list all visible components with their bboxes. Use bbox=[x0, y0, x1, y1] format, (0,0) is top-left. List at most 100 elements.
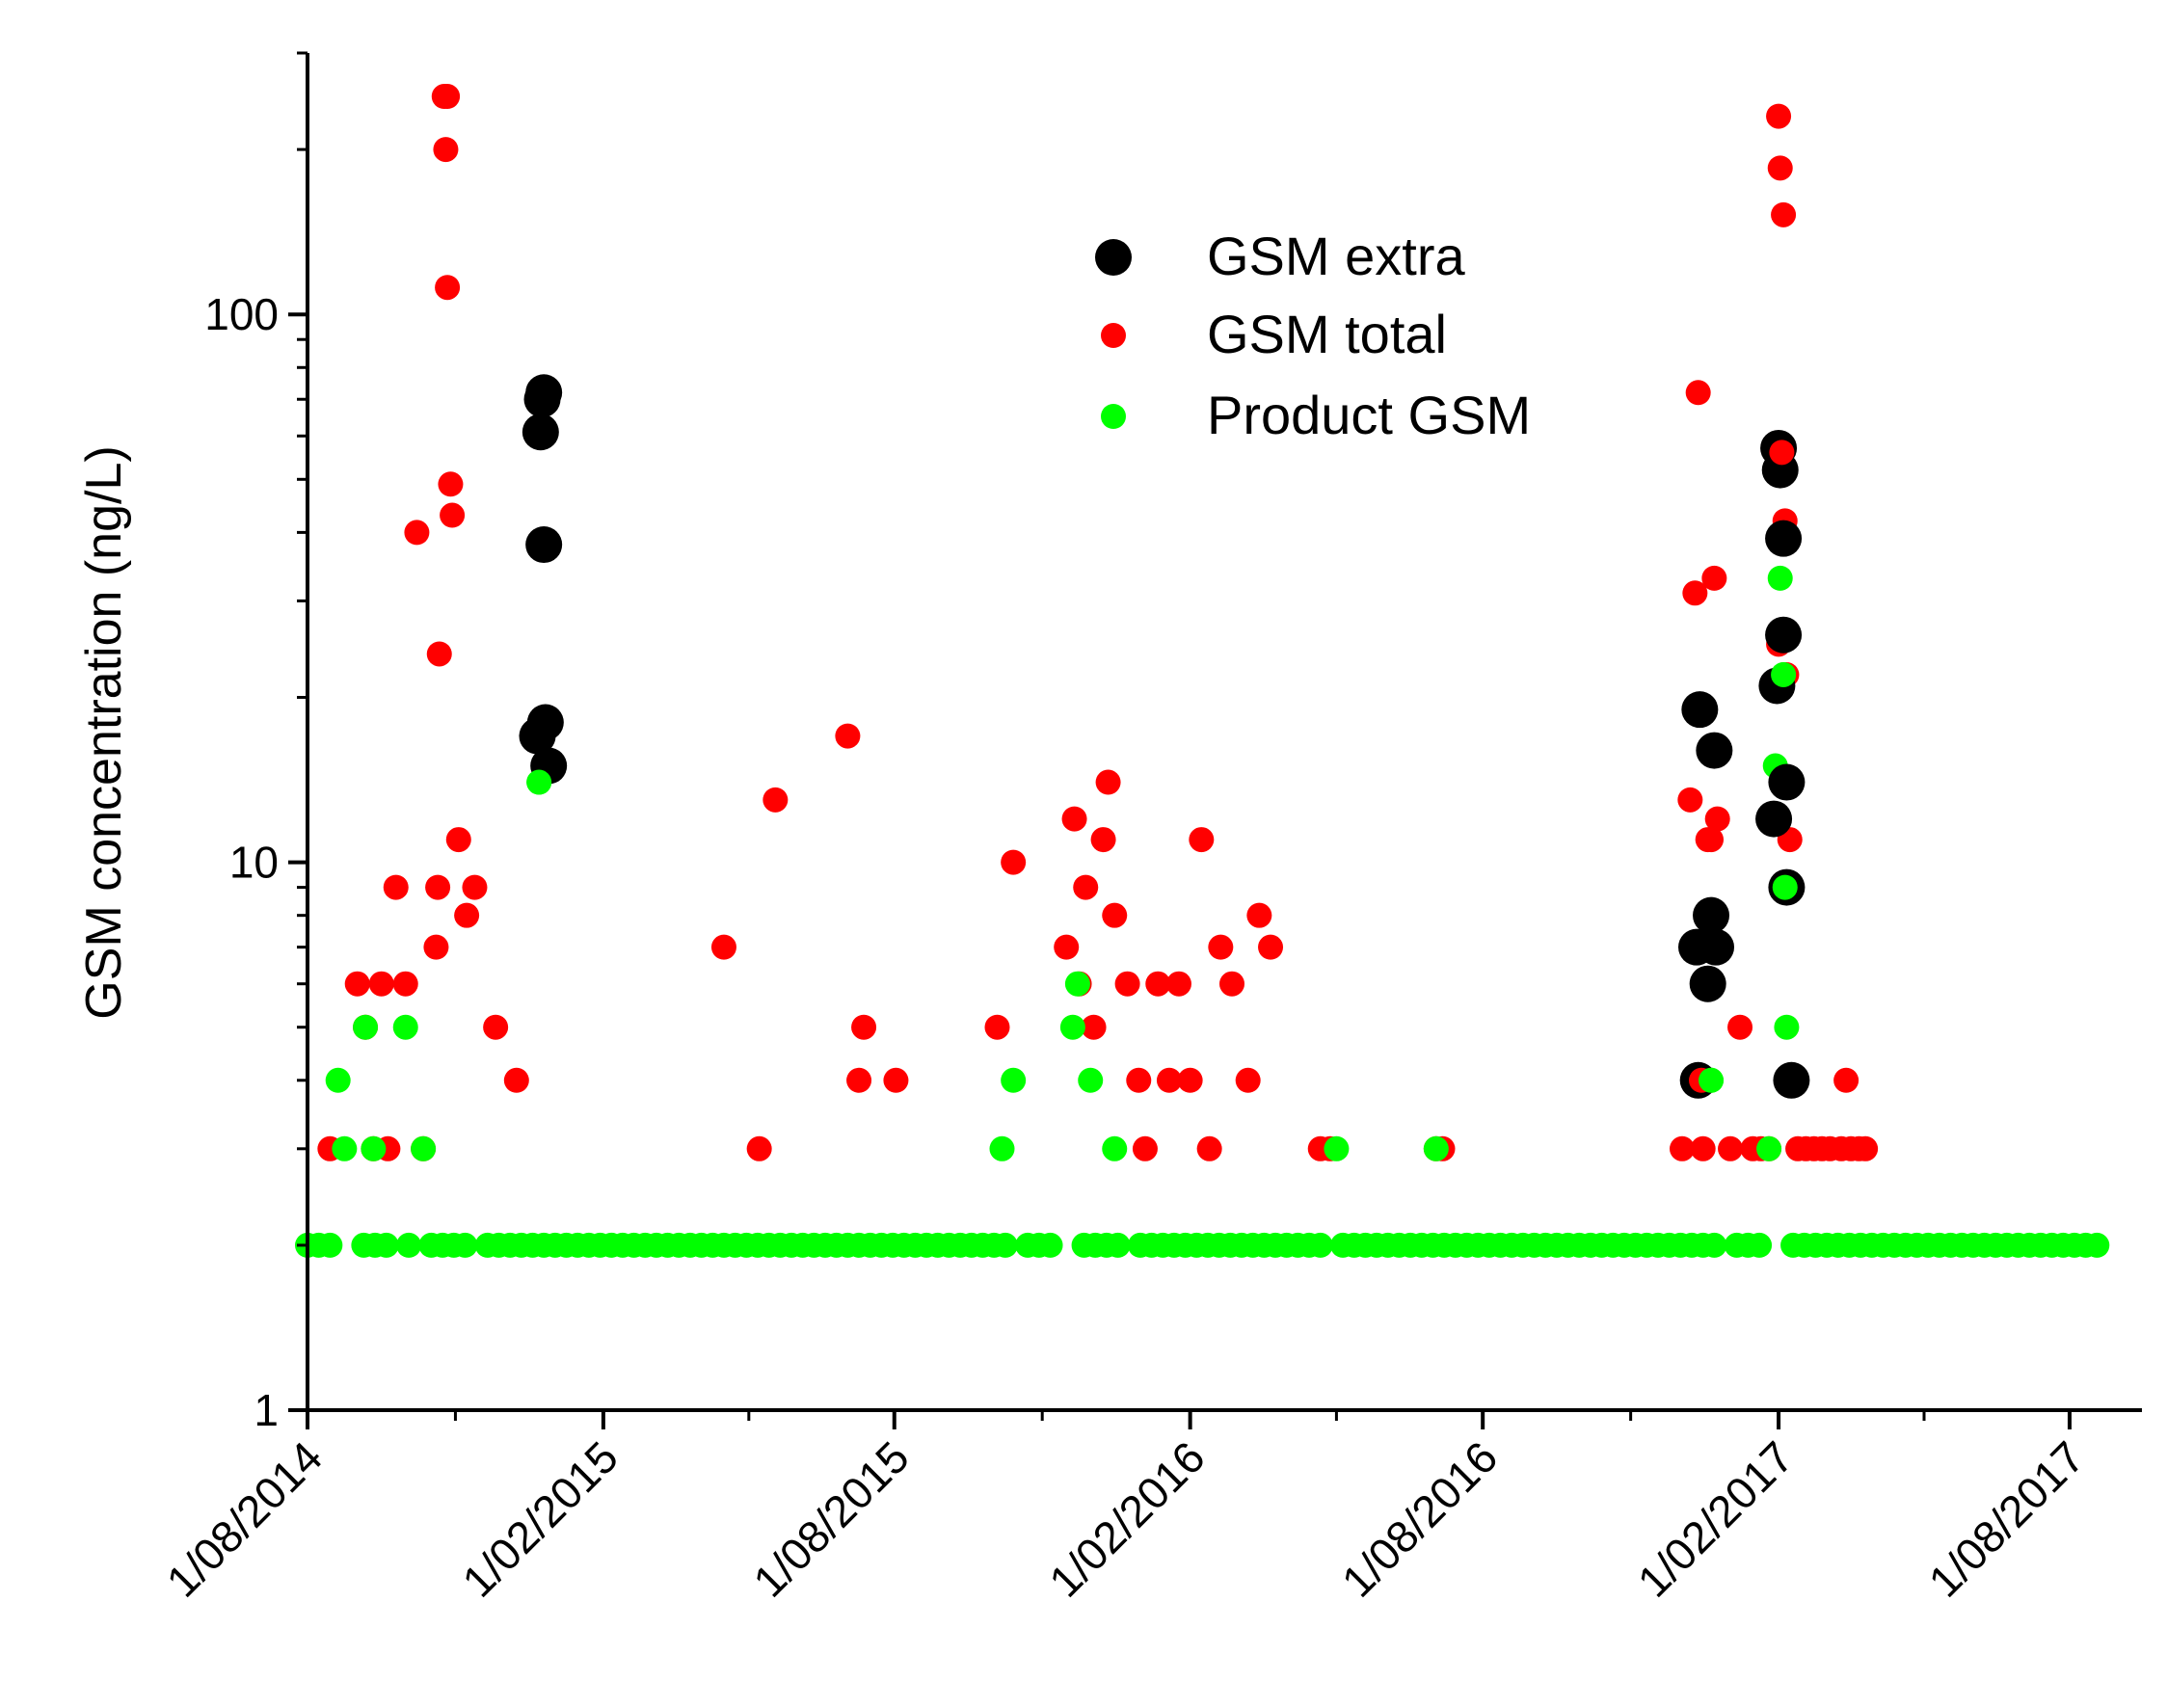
gsm-extra-point bbox=[1765, 520, 1803, 557]
product-gsm-point bbox=[353, 1014, 379, 1040]
gsm-total-point bbox=[846, 1067, 872, 1093]
gsm-total-point bbox=[392, 971, 418, 997]
gsm-total-point bbox=[445, 827, 471, 853]
gsm-total-point bbox=[435, 275, 461, 301]
gsm-total-point bbox=[433, 137, 459, 163]
x-tick-label: 1/08/2014 bbox=[157, 1431, 332, 1606]
product-gsm-point bbox=[1307, 1232, 1333, 1258]
product-gsm-point bbox=[1701, 1232, 1727, 1258]
y-axis-title: GSM concentration (ng/L) bbox=[76, 445, 132, 1019]
gsm-total-point bbox=[426, 641, 452, 667]
x-tick-label: 1/02/2017 bbox=[1628, 1431, 1803, 1606]
gsm-total-point bbox=[1699, 827, 1725, 853]
gsm-total-point bbox=[1771, 201, 1797, 227]
legend-label: GSM extra bbox=[1207, 226, 1465, 286]
gsm-total-point bbox=[710, 934, 736, 960]
legend-marker bbox=[1101, 404, 1126, 429]
gsm-total-point bbox=[746, 1135, 772, 1161]
legend-label: Product GSM bbox=[1207, 385, 1531, 445]
gsm-total-point bbox=[1126, 1067, 1152, 1093]
axes-layer bbox=[306, 53, 2142, 1412]
gsm-extra-point bbox=[1698, 928, 1735, 966]
data-layer bbox=[295, 84, 2110, 1258]
gsm-total-point bbox=[1833, 1067, 1859, 1093]
gsm-total-point bbox=[1853, 1135, 1879, 1161]
gsm-total-point bbox=[344, 971, 370, 997]
gsm-extra-point bbox=[1681, 691, 1719, 729]
gsm-extra-point bbox=[1773, 1061, 1810, 1099]
gsm-total-point bbox=[1208, 934, 1234, 960]
gsm-total-point bbox=[1165, 971, 1191, 997]
gsm-total-point bbox=[1701, 565, 1727, 591]
gsm-total-point bbox=[1769, 440, 1795, 466]
gsm-total-point bbox=[1073, 874, 1099, 900]
gsm-total-point bbox=[440, 502, 466, 528]
gsm-total-point bbox=[762, 787, 789, 813]
gsm-total-point bbox=[1081, 1014, 1107, 1040]
gsm-total-point bbox=[1246, 902, 1272, 928]
product-gsm-point bbox=[1772, 874, 1798, 900]
gsm-total-point bbox=[1102, 902, 1128, 928]
product-gsm-point bbox=[1102, 1135, 1128, 1161]
gsm-extra-point bbox=[1689, 965, 1726, 1002]
product-gsm-point bbox=[1699, 1067, 1725, 1093]
gsm-total-point bbox=[383, 874, 409, 900]
x-tick-label: 1/02/2015 bbox=[452, 1431, 627, 1606]
y-tick-label: 10 bbox=[229, 838, 279, 888]
gsm-total-point bbox=[435, 84, 461, 110]
legend-label: GSM total bbox=[1207, 304, 1447, 364]
y-tick-label: 1 bbox=[254, 1385, 279, 1435]
gsm-extra-point bbox=[1693, 896, 1730, 934]
product-gsm-point bbox=[1037, 1232, 1063, 1258]
gsm-total-point bbox=[1177, 1067, 1203, 1093]
gsm-extra-point bbox=[525, 374, 563, 412]
product-gsm-point bbox=[1059, 1014, 1085, 1040]
product-gsm-point bbox=[2084, 1232, 2110, 1258]
gsm-total-point bbox=[883, 1067, 909, 1093]
gsm-total-point bbox=[1235, 1067, 1261, 1093]
gsm-extra-point bbox=[1696, 732, 1733, 769]
gsm-total-point bbox=[425, 874, 451, 900]
gsm-total-point bbox=[1682, 580, 1708, 606]
product-gsm-point bbox=[361, 1135, 387, 1161]
gsm-total-point bbox=[1189, 827, 1215, 853]
x-tick-label: 1/08/2016 bbox=[1332, 1431, 1507, 1606]
gsm-extra-point bbox=[522, 414, 559, 451]
gsm-total-point bbox=[851, 1014, 877, 1040]
gsm-total-point bbox=[1054, 934, 1080, 960]
product-gsm-point bbox=[1767, 565, 1793, 591]
gsm-extra-point bbox=[525, 526, 563, 564]
gsm-total-point bbox=[423, 934, 449, 960]
gsm-total-point bbox=[984, 1014, 1010, 1040]
product-gsm-point bbox=[373, 1232, 399, 1258]
gsm-total-point bbox=[1677, 787, 1703, 813]
x-tick-label: 1/02/2016 bbox=[1039, 1431, 1214, 1606]
gsm-total-point bbox=[438, 471, 464, 497]
gsm-total-point bbox=[483, 1014, 509, 1040]
x-tick-label: 1/08/2015 bbox=[743, 1431, 918, 1606]
product-gsm-point bbox=[1771, 661, 1797, 687]
gsm-total-point bbox=[1258, 934, 1284, 960]
product-gsm-point bbox=[1064, 971, 1090, 997]
gsm-total-point bbox=[1095, 769, 1121, 795]
product-gsm-point bbox=[1423, 1135, 1449, 1161]
product-gsm-point bbox=[1324, 1135, 1350, 1161]
x-tick-label: 1/08/2017 bbox=[1919, 1431, 2094, 1606]
gsm-total-point bbox=[1685, 380, 1711, 406]
gsm-total-point bbox=[1766, 103, 1792, 129]
gsm-total-point bbox=[454, 902, 480, 928]
gsm-total-point bbox=[1156, 1067, 1182, 1093]
product-gsm-point bbox=[392, 1014, 418, 1040]
gsm-total-point bbox=[1219, 971, 1245, 997]
gsm-extra-point bbox=[526, 704, 564, 741]
y-tick-label: 100 bbox=[204, 289, 279, 339]
gsm-total-point bbox=[1090, 827, 1116, 853]
gsm-total-point bbox=[462, 874, 488, 900]
product-gsm-point bbox=[317, 1232, 343, 1258]
product-gsm-point bbox=[332, 1135, 358, 1161]
gsm-extra-point bbox=[1755, 800, 1793, 838]
legend-marker bbox=[1101, 323, 1126, 348]
gsm-total-point bbox=[1001, 849, 1027, 875]
product-gsm-point bbox=[992, 1232, 1018, 1258]
product-gsm-point bbox=[396, 1232, 422, 1258]
